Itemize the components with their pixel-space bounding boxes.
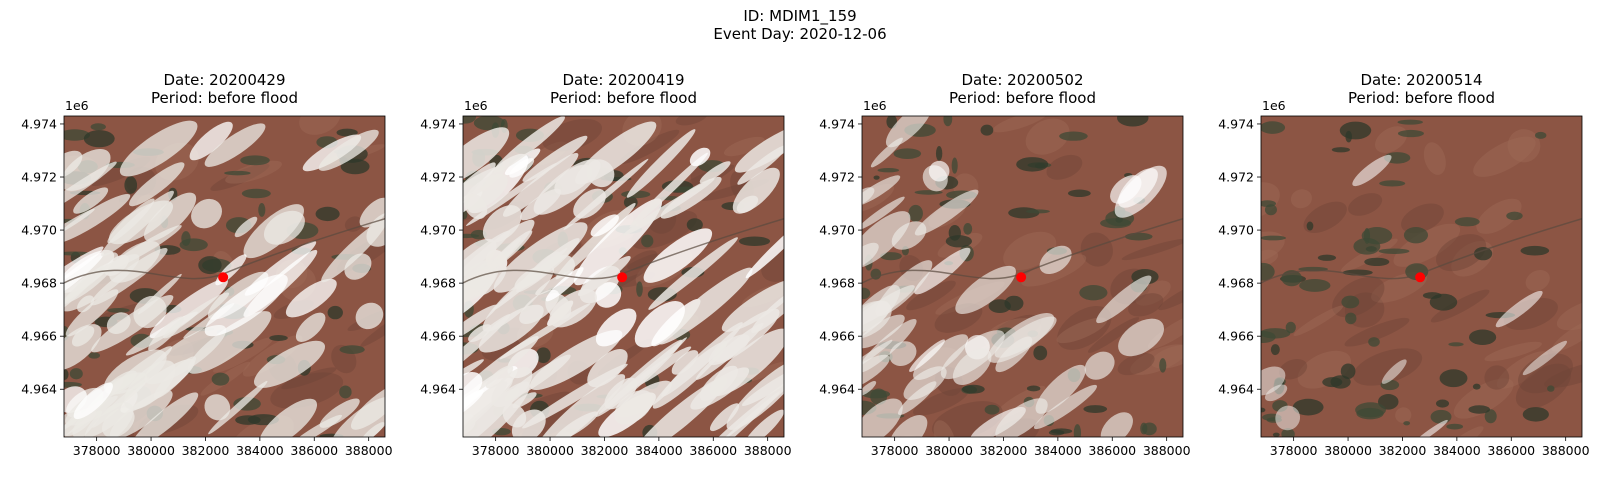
y-tick-label: 4.974 bbox=[21, 116, 57, 131]
y-offset-label: 1e6 bbox=[863, 98, 887, 113]
y-tick-label: 4.964 bbox=[819, 382, 855, 397]
x-tick-label: 380000 bbox=[925, 443, 973, 458]
y-tick-label: 4.970 bbox=[1218, 223, 1254, 238]
x-tick-label: 382000 bbox=[182, 443, 230, 458]
x-tick-label: 388000 bbox=[345, 443, 393, 458]
x-tick-label: 380000 bbox=[127, 443, 175, 458]
y-tick-label: 4.964 bbox=[420, 382, 456, 397]
subplot-4: 378000 380000 382000 384000 386000 388000 4.96… bbox=[1218, 71, 1590, 458]
x-tick-label: 388000 bbox=[744, 443, 792, 458]
y-tick-label: 4.970 bbox=[819, 223, 855, 238]
y-tick-label: 4.972 bbox=[819, 170, 855, 185]
x-tick-label: 388000 bbox=[1542, 443, 1590, 458]
figure-title-event-day: Event Day: 2020-12-06 bbox=[713, 25, 887, 43]
panel-title-date: Date: 20200502 bbox=[961, 71, 1083, 89]
y-tick-label: 4.972 bbox=[21, 170, 57, 185]
x-tick-label: 378000 bbox=[73, 443, 121, 458]
panel-title-date: Date: 20200514 bbox=[1360, 71, 1482, 89]
y-tick-label: 4.974 bbox=[1218, 116, 1254, 131]
location-marker bbox=[1415, 272, 1426, 283]
y-tick-label: 4.966 bbox=[420, 329, 456, 344]
axes-frame bbox=[462, 115, 785, 438]
location-marker bbox=[1016, 272, 1027, 283]
panel-title-period: Period: before flood bbox=[949, 89, 1096, 107]
y-offset-label: 1e6 bbox=[65, 98, 89, 113]
x-tick-label: 378000 bbox=[871, 443, 919, 458]
y-tick-label: 4.972 bbox=[1218, 170, 1254, 185]
y-tick-label: 4.966 bbox=[1218, 329, 1254, 344]
x-tick-label: 384000 bbox=[1034, 443, 1082, 458]
x-tick-label: 388000 bbox=[1143, 443, 1191, 458]
y-tick-label: 4.966 bbox=[21, 329, 57, 344]
y-tick-label: 4.968 bbox=[819, 276, 855, 291]
x-tick-label: 380000 bbox=[526, 443, 574, 458]
x-tick-label: 384000 bbox=[635, 443, 683, 458]
x-tick-label: 386000 bbox=[290, 443, 338, 458]
panel-title-date: Date: 20200429 bbox=[163, 71, 285, 89]
panel-title-period: Period: before flood bbox=[550, 89, 697, 107]
location-marker bbox=[218, 272, 229, 283]
y-tick-label: 4.966 bbox=[819, 329, 855, 344]
subplot-1: 378000 380000 382000 384000 386000 388000 4.96… bbox=[21, 71, 393, 458]
subplot-3: 378000 380000 382000 384000 386000 388000 4.96… bbox=[819, 71, 1191, 458]
y-tick-label: 4.968 bbox=[21, 276, 57, 291]
y-tick-label: 4.970 bbox=[420, 223, 456, 238]
x-tick-label: 386000 bbox=[689, 443, 737, 458]
x-tick-label: 382000 bbox=[1379, 443, 1427, 458]
x-tick-label: 382000 bbox=[980, 443, 1028, 458]
satellite-image bbox=[1261, 116, 1582, 437]
y-tick-label: 4.964 bbox=[1218, 382, 1254, 397]
x-tick-label: 380000 bbox=[1324, 443, 1372, 458]
y-tick-label: 4.974 bbox=[420, 116, 456, 131]
y-tick-label: 4.968 bbox=[1218, 276, 1254, 291]
y-tick-label: 4.964 bbox=[21, 382, 57, 397]
satellite-image bbox=[862, 116, 1183, 437]
x-tick-label: 384000 bbox=[1433, 443, 1481, 458]
axes-frame bbox=[861, 115, 1184, 438]
location-marker bbox=[617, 272, 628, 283]
x-tick-label: 384000 bbox=[236, 443, 284, 458]
panel-title-period: Period: before flood bbox=[1348, 89, 1495, 107]
figure-title-id: ID: MDIM1_159 bbox=[743, 7, 857, 25]
figure-title: ID: MDIM1_159 Event Day: 2020-12-06 bbox=[0, 7, 1600, 43]
y-tick-label: 4.974 bbox=[819, 116, 855, 131]
y-tick-label: 4.968 bbox=[420, 276, 456, 291]
satellite-image bbox=[463, 116, 784, 437]
x-tick-label: 378000 bbox=[472, 443, 520, 458]
axes-frame bbox=[63, 115, 386, 438]
x-tick-label: 386000 bbox=[1487, 443, 1535, 458]
y-offset-label: 1e6 bbox=[1262, 98, 1286, 113]
y-offset-label: 1e6 bbox=[464, 98, 488, 113]
x-tick-label: 382000 bbox=[581, 443, 629, 458]
axes-frame bbox=[1260, 115, 1583, 438]
x-tick-label: 378000 bbox=[1270, 443, 1318, 458]
subplot-2: 378000 380000 382000 384000 386000 388000 4.96… bbox=[420, 71, 792, 458]
panel-title-date: Date: 20200419 bbox=[562, 71, 684, 89]
satellite-image bbox=[64, 116, 385, 437]
panel-title-period: Period: before flood bbox=[151, 89, 298, 107]
y-tick-label: 4.970 bbox=[21, 223, 57, 238]
x-tick-label: 386000 bbox=[1088, 443, 1136, 458]
y-tick-label: 4.972 bbox=[420, 170, 456, 185]
